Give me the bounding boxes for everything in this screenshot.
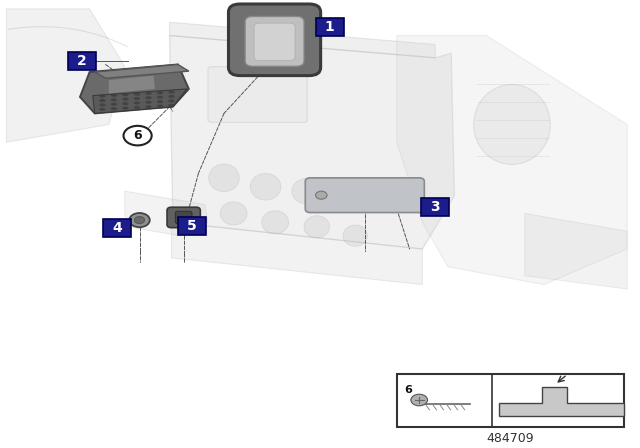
Ellipse shape	[134, 106, 140, 109]
Ellipse shape	[122, 98, 129, 101]
Text: 6: 6	[133, 129, 142, 142]
FancyBboxPatch shape	[305, 178, 424, 212]
Ellipse shape	[304, 215, 330, 238]
FancyBboxPatch shape	[178, 217, 206, 235]
Ellipse shape	[157, 91, 163, 94]
Ellipse shape	[220, 202, 247, 225]
Circle shape	[124, 126, 152, 146]
Ellipse shape	[474, 85, 550, 164]
Polygon shape	[172, 222, 422, 284]
Polygon shape	[170, 35, 454, 249]
Ellipse shape	[111, 103, 117, 106]
Polygon shape	[6, 9, 125, 142]
Ellipse shape	[111, 94, 117, 97]
Ellipse shape	[122, 93, 129, 96]
Text: 1: 1	[324, 20, 335, 34]
Polygon shape	[109, 76, 155, 93]
Ellipse shape	[209, 164, 239, 192]
Ellipse shape	[134, 92, 140, 95]
Ellipse shape	[145, 105, 152, 108]
Polygon shape	[125, 191, 208, 236]
Circle shape	[316, 191, 327, 199]
Ellipse shape	[111, 98, 117, 101]
Ellipse shape	[99, 103, 106, 107]
FancyBboxPatch shape	[316, 18, 344, 35]
Text: 3: 3	[430, 200, 440, 214]
Ellipse shape	[145, 101, 152, 104]
Ellipse shape	[157, 95, 163, 99]
FancyBboxPatch shape	[245, 17, 304, 66]
FancyBboxPatch shape	[421, 198, 449, 215]
FancyBboxPatch shape	[167, 207, 200, 228]
Ellipse shape	[262, 211, 289, 234]
FancyBboxPatch shape	[103, 219, 131, 237]
Polygon shape	[397, 35, 627, 284]
Polygon shape	[525, 213, 627, 289]
FancyBboxPatch shape	[175, 211, 192, 224]
Text: 5: 5	[187, 219, 197, 233]
FancyBboxPatch shape	[208, 67, 307, 122]
Ellipse shape	[122, 102, 129, 105]
Bar	[397, 374, 624, 427]
Ellipse shape	[99, 99, 106, 102]
Ellipse shape	[134, 101, 140, 104]
Circle shape	[129, 213, 150, 227]
Ellipse shape	[145, 92, 152, 95]
Ellipse shape	[157, 100, 163, 103]
Polygon shape	[499, 387, 623, 416]
Text: 4: 4	[112, 221, 122, 235]
FancyBboxPatch shape	[228, 4, 321, 76]
Circle shape	[411, 394, 428, 406]
Ellipse shape	[168, 99, 175, 103]
Polygon shape	[95, 65, 189, 78]
FancyBboxPatch shape	[254, 23, 295, 60]
Ellipse shape	[168, 95, 175, 98]
Ellipse shape	[168, 104, 175, 107]
Ellipse shape	[157, 104, 163, 108]
Ellipse shape	[343, 225, 367, 246]
Text: 484709: 484709	[486, 432, 534, 445]
Ellipse shape	[111, 107, 117, 110]
Ellipse shape	[122, 107, 129, 110]
Ellipse shape	[168, 90, 175, 94]
Ellipse shape	[99, 95, 106, 98]
Polygon shape	[80, 65, 189, 113]
Ellipse shape	[134, 97, 140, 100]
Circle shape	[134, 216, 145, 224]
FancyBboxPatch shape	[68, 52, 96, 70]
Ellipse shape	[250, 173, 281, 200]
Polygon shape	[170, 22, 435, 58]
Ellipse shape	[292, 178, 323, 204]
Ellipse shape	[99, 108, 106, 111]
Text: 6: 6	[404, 384, 412, 395]
Ellipse shape	[145, 96, 152, 99]
Text: 2: 2	[77, 54, 87, 69]
Polygon shape	[93, 89, 187, 113]
